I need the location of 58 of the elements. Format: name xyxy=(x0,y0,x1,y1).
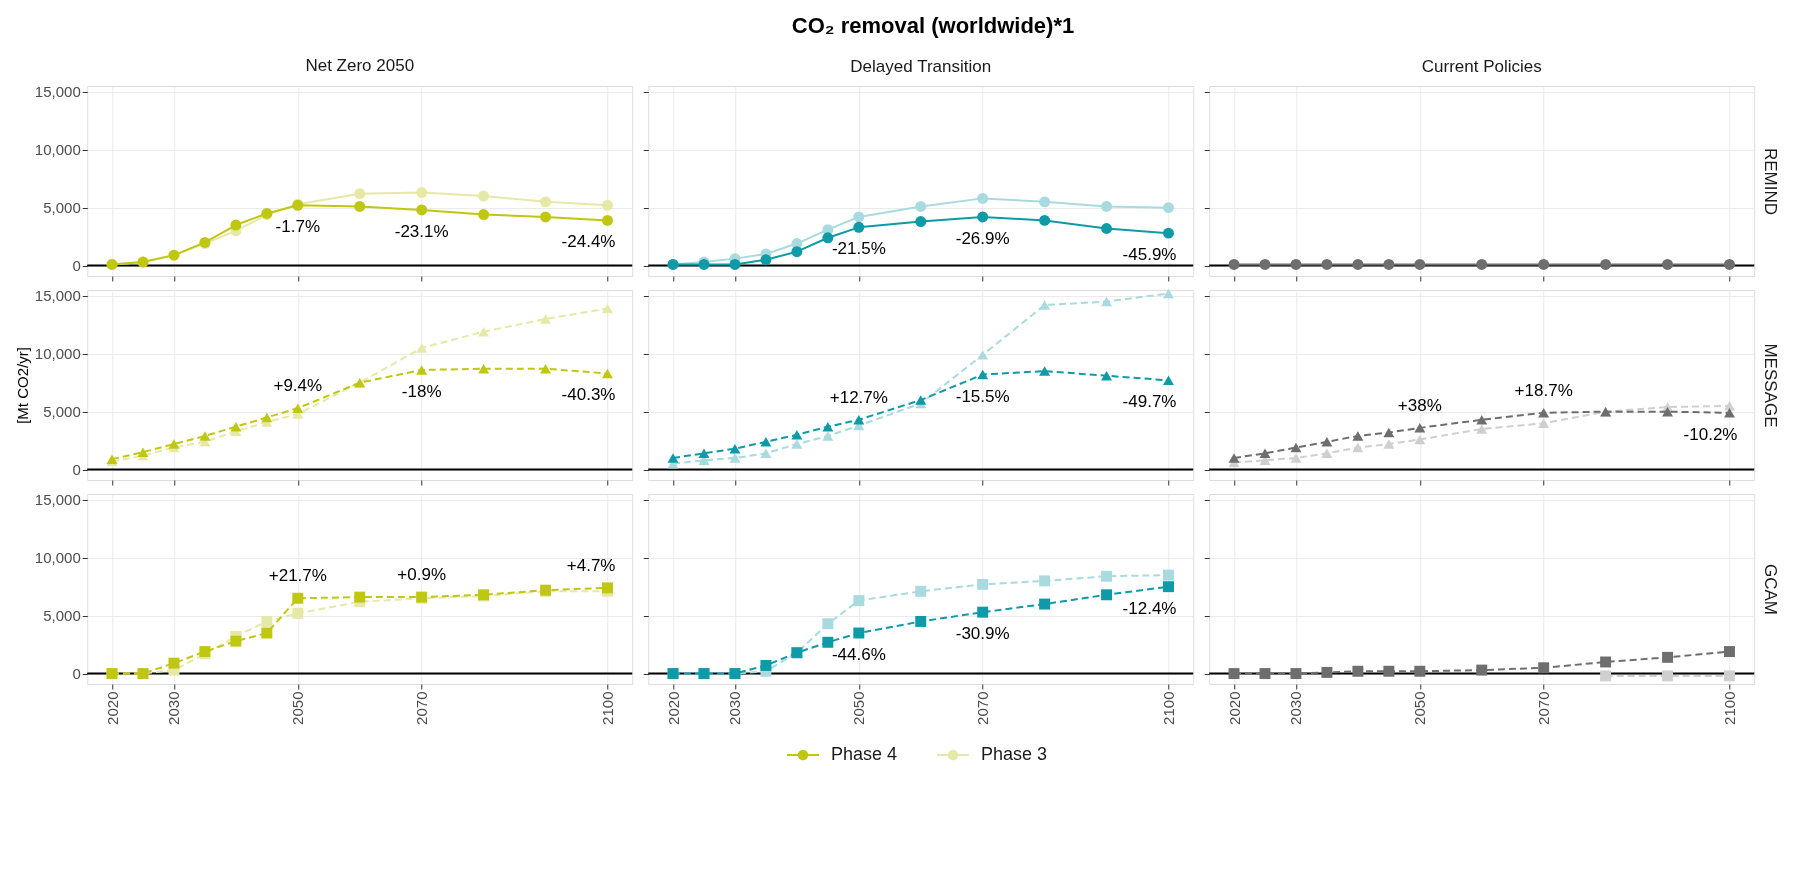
y2-axis-title: REMIND xyxy=(1760,147,1780,216)
annotation: -45.9% xyxy=(1122,245,1177,265)
text: CO₂ removal (worldwide)*1 xyxy=(791,13,1075,38)
x-tick-label: 2100 xyxy=(1159,691,1177,725)
annotation: -18% xyxy=(401,381,442,401)
x-tick-label: 2070 xyxy=(974,691,992,725)
y-tick-label: 10,000 xyxy=(34,549,81,567)
y-tick-label: 5,000 xyxy=(43,199,81,217)
y-tick-label: 10,000 xyxy=(34,345,81,363)
y-tick-label: 0 xyxy=(72,257,81,275)
x-tick-label: 2020 xyxy=(664,691,682,725)
annotation: -1.7% xyxy=(275,217,321,237)
y-tick-label: 15,000 xyxy=(34,491,81,509)
x-tick-label: 2050 xyxy=(850,691,868,725)
y-tick-label: 10,000 xyxy=(34,141,81,159)
annotation: -10.2% xyxy=(1683,424,1738,444)
annotation: -49.7% xyxy=(1122,392,1177,412)
y-tick-label: 0 xyxy=(72,665,81,683)
annotation: +0.9% xyxy=(397,565,447,585)
y2-axis-title: MESSAGE xyxy=(1760,343,1780,428)
y-tick-label: 15,000 xyxy=(34,287,81,305)
x-tick-label: 2100 xyxy=(1720,691,1738,725)
annotation: +12.7% xyxy=(829,387,888,407)
x-tick-label: 2030 xyxy=(1287,691,1305,725)
legend-label: Phase 4 xyxy=(831,744,898,764)
annotation: +18.7% xyxy=(1514,380,1573,400)
annotation: +4.7% xyxy=(566,555,616,575)
y-axis-title: [Mt CO2/yr] xyxy=(13,347,31,424)
annotation: -12.4% xyxy=(1122,598,1177,618)
y2-axis-title: GCAM xyxy=(1760,564,1780,615)
y-tick-label: 0 xyxy=(72,461,81,479)
annotation: -30.9% xyxy=(955,624,1010,644)
x-tick-label: 2050 xyxy=(289,691,307,725)
y-tick-label: 5,000 xyxy=(43,403,81,421)
annotation: +38% xyxy=(1397,395,1442,415)
annotation: -26.9% xyxy=(955,228,1010,248)
annotation: -21.5% xyxy=(831,239,886,259)
x-tick-label: 2100 xyxy=(598,691,616,725)
annotation: -23.1% xyxy=(394,221,449,241)
x-tick-label: 2030 xyxy=(165,691,183,725)
x-tick-label: 2070 xyxy=(1535,691,1553,725)
chart-subtitle: Net Zero 2050 xyxy=(305,55,415,75)
x-tick-label: 2030 xyxy=(726,691,744,725)
x-tick-label: 2020 xyxy=(1225,691,1243,725)
x-tick-label: 2020 xyxy=(103,691,121,725)
annotation: -40.3% xyxy=(561,385,616,405)
annotation: -15.5% xyxy=(955,386,1010,406)
annotation: -44.6% xyxy=(831,645,886,665)
annotation: -24.4% xyxy=(561,232,616,252)
legend-label: Phase 3 xyxy=(981,744,1048,764)
x-tick-label: 2070 xyxy=(413,691,431,725)
chart-subtitle: Delayed Transition xyxy=(850,57,992,76)
y-tick-label: 15,000 xyxy=(34,83,81,101)
chart-subtitle: Current Policies xyxy=(1421,57,1542,76)
x-tick-label: 2050 xyxy=(1411,691,1429,725)
annotation: +21.7% xyxy=(268,566,327,586)
annotation: +9.4% xyxy=(273,376,323,396)
y-tick-label: 5,000 xyxy=(43,607,81,625)
